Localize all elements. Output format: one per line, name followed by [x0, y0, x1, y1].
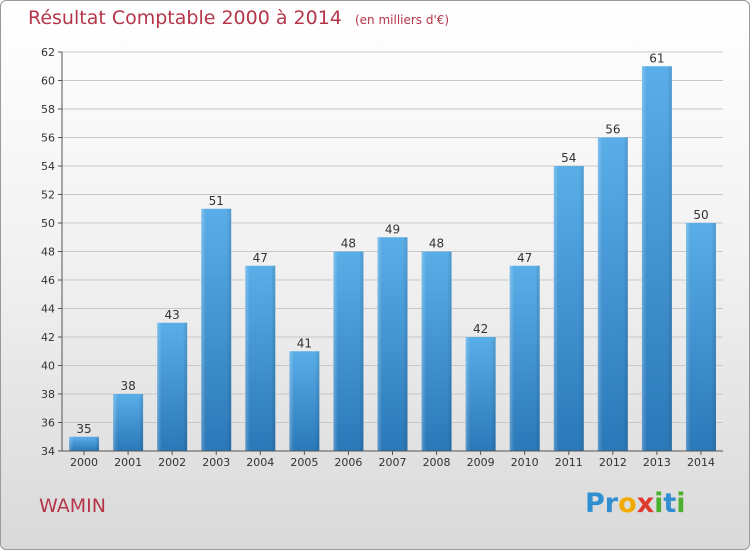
x-tick-label: 2005 [290, 456, 318, 469]
bar-shade [421, 251, 452, 451]
title-main: Résultat Comptable 2000 à 2014 [28, 7, 342, 29]
bar-value-label: 49 [385, 222, 400, 236]
bar-shade [597, 137, 628, 451]
logo-letter: t [663, 488, 677, 519]
x-tick-label: 2003 [202, 456, 230, 469]
bar-value-label: 54 [561, 151, 576, 165]
y-tick-label: 50 [41, 217, 55, 230]
y-tick-label: 52 [41, 189, 55, 202]
y-tick-label: 54 [41, 160, 55, 173]
y-tick-label: 46 [41, 274, 55, 287]
axis-layer: 34 36 38 40 42 44 46 48 50 52 54 56 58 60 62 2000 2001 20… [41, 46, 723, 469]
y-tick-label: 60 [41, 75, 55, 88]
x-tick-label: 2012 [599, 456, 627, 469]
bar-value-label: 35 [76, 422, 91, 436]
bar-value-label: 51 [209, 194, 224, 208]
commune-name: WAMIN [39, 495, 106, 517]
y-tick-label: 40 [41, 360, 55, 373]
bar-value-label: 41 [297, 336, 312, 350]
bar-shade [553, 166, 584, 451]
bar-value-label: 47 [253, 251, 268, 265]
bar-shade [465, 337, 496, 451]
bar-shade [245, 265, 276, 451]
x-tick-label: 2001 [114, 456, 142, 469]
bar-value-label: 48 [341, 237, 356, 251]
logo-letter: i [654, 488, 664, 519]
bars-layer: 35 38 43 51 47 41 48 49 48 42 47 54 56 61 50 [69, 51, 716, 451]
bar-shade [685, 223, 716, 451]
bar-value-label: 50 [693, 208, 708, 222]
bar-shade [289, 351, 320, 451]
bar-value-label: 48 [429, 237, 444, 251]
x-tick-label: 2000 [70, 456, 98, 469]
x-tick-label: 2007 [379, 456, 407, 469]
title-unit: (en milliers d'€) [354, 13, 450, 27]
y-tick-label: 48 [41, 246, 55, 259]
bar-value-label: 56 [605, 123, 620, 137]
y-tick-label: 38 [41, 388, 55, 401]
logo-letter: o [618, 488, 637, 519]
x-tick-label: 2006 [334, 456, 362, 469]
y-tick-label: 34 [41, 445, 55, 458]
logo-letter: x [636, 488, 655, 519]
bar-shade [509, 265, 540, 451]
bar-shade [113, 394, 144, 451]
x-tick-label: 2002 [158, 456, 186, 469]
logo-letter: P [585, 488, 605, 519]
bar-value-label: 38 [120, 379, 135, 393]
y-tick-label: 42 [41, 331, 55, 344]
x-tick-label: 2009 [467, 456, 495, 469]
logo-letter: r [604, 488, 619, 519]
bar-value-label: 47 [517, 251, 532, 265]
x-tick-label: 2011 [555, 456, 583, 469]
x-tick-label: 2013 [643, 456, 671, 469]
bar-shade [157, 322, 188, 451]
bar-shade [641, 66, 672, 451]
x-tick-label: 2014 [687, 456, 715, 469]
bar-shade [201, 208, 232, 451]
bar-shade [377, 237, 408, 451]
bar-shade [69, 436, 100, 451]
chart-title: Résultat Comptable 2000 à 2014 (en milli… [28, 7, 449, 29]
bar-value-label: 42 [473, 322, 488, 336]
x-tick-label: 2010 [511, 456, 539, 469]
y-tick-label: 36 [41, 417, 55, 430]
bar-value-label: 61 [649, 51, 664, 65]
x-tick-label: 2008 [423, 456, 451, 469]
bar-value-label: 43 [165, 308, 180, 322]
logo-letter: i [676, 488, 686, 519]
x-tick-label: 2004 [246, 456, 274, 469]
bar-shade [333, 251, 364, 451]
y-tick-label: 62 [41, 46, 55, 59]
y-tick-label: 44 [41, 303, 55, 316]
proxiti-logo: Proxiti [585, 488, 686, 519]
y-tick-label: 56 [41, 132, 55, 145]
y-tick-label: 58 [41, 103, 55, 116]
